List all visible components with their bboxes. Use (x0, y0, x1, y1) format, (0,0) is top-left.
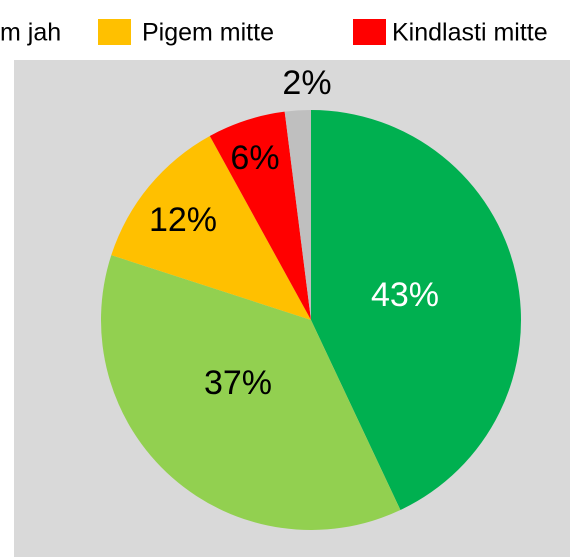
pie-slice (111, 135, 311, 320)
legend-label: Kindlasti mitte (392, 19, 548, 47)
data-label: 37% (204, 364, 272, 402)
data-label: 6% (230, 139, 279, 177)
legend-swatch (353, 19, 386, 45)
pie-slice (209, 111, 311, 320)
legend-label: m jah (0, 19, 61, 47)
pie-slice (101, 255, 401, 531)
data-label: 12% (149, 201, 217, 239)
pie-slice (311, 110, 521, 511)
pie-slice (284, 110, 311, 320)
legend-swatch (98, 19, 131, 45)
data-label: 43% (371, 276, 439, 314)
data-label: 2% (282, 64, 331, 102)
legend-label: Pigem mitte (142, 19, 274, 47)
